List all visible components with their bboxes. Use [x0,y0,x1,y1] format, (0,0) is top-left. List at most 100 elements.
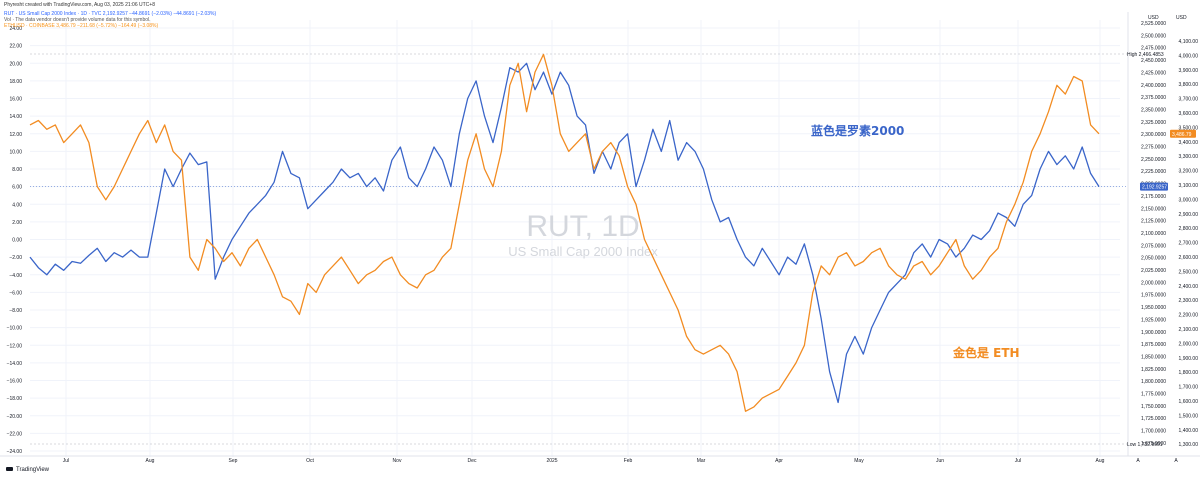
watermark-title: RUT, 1D [526,210,639,243]
y-mid-tick-label: 1,775.0000 [1141,392,1166,398]
y-mid-tick-label: 2,425.0000 [1141,70,1166,76]
y-mid-tick-label: 1,750.0000 [1141,404,1166,410]
series-line-rut [29,62,1100,404]
y-left-tick-label: −20.00 [7,414,23,420]
x-tick-label: Nov [393,458,402,464]
y-mid-tick-label: 2,175.0000 [1141,194,1166,200]
reference-lines [30,53,1128,445]
y-mid-tick-label: 1,875.0000 [1141,342,1166,348]
annotations: 蓝色是罗素2000 金色是 ETH [811,123,1020,360]
y-right-tick-label: 3,600.00 [1179,111,1199,117]
y-right-tick-label: 2,900.00 [1179,212,1199,218]
y-mid-tick-label: 2,050.0000 [1141,256,1166,262]
x-tick-label: 2025 [546,458,557,464]
y-left-tick-label: −24.00 [7,449,23,455]
y-right-tick-label: 2,300.00 [1179,298,1199,304]
y-left-tick-label: 20.00 [9,61,22,67]
y-left-tick-label: −4.00 [9,273,22,279]
legend-eth[interactable]: ETHUSD · COINBASE 3,486.79 −211.68 (−5.7… [4,23,159,29]
y-left-tick-label: 4.00 [12,202,22,208]
y-mid-tick-label: 2,000.0000 [1141,280,1166,286]
legend-rut[interactable]: RUT · US Small Cap 2000 Index · 1D · TVC… [4,11,217,17]
y-right-tick-label: 1,300.00 [1179,442,1199,448]
y-left-tick-label: 14.00 [9,114,22,120]
y-mid-tick-label: 1,975.0000 [1141,293,1166,299]
y-mid-tick-label: 2,350.0000 [1141,107,1166,113]
y-left-tick-label: 12.00 [9,132,22,138]
y-mid-tick-label: 2,400.0000 [1141,83,1166,89]
y-left-tick-label: 0.00 [12,238,22,244]
y-left-tick-label: 2.00 [12,220,22,226]
y-left-tick-label: 6.00 [12,185,22,191]
y-mid-tick-label: 1,725.0000 [1141,416,1166,422]
y-mid-tick-label: 2,100.0000 [1141,231,1166,237]
x-tick-label: A [1136,458,1140,464]
y-right-tick-label: 3,200.00 [1179,169,1199,175]
y-right-tick-label: 2,500.00 [1179,269,1199,275]
y-right-tick-label: 2,400.00 [1179,284,1199,290]
y-right-tick-label: 1,800.00 [1179,370,1199,376]
y-right-tick-label: 2,200.00 [1179,313,1199,319]
y-left-tick-label: −12.00 [7,343,23,349]
tradingview-icon [6,467,13,471]
y-left-tick-label: 24.00 [9,26,22,32]
y-right-tick-label: 1,900.00 [1179,356,1199,362]
y-left-tick-label: −18.00 [7,396,23,402]
series-layer [29,53,1100,412]
legend-vol: Vol · The data vendor doesn't provide vo… [4,17,151,23]
y-right-tick-label: 2,000.00 [1179,341,1199,347]
last-price-tag-rut: 2,192.9257 [1140,182,1168,191]
y-right-tick-label: 3,900.00 [1179,68,1199,74]
y-right-tick-label: 2,700.00 [1179,241,1199,247]
annotation-rut: 蓝色是罗素2000 [811,123,904,138]
last-price-tag-rut-bg [1140,182,1168,191]
x-tick-label: May [854,458,864,464]
y-left-tick-label: 22.00 [9,44,22,50]
y-right-tick-label: 2,600.00 [1179,255,1199,261]
y-right-tick-label: 3,000.00 [1179,197,1199,203]
y-mid-tick-label: 1,700.0000 [1141,429,1166,435]
x-tick-label: Jun [936,458,944,464]
y-mid-tick-label: 2,300.0000 [1141,132,1166,138]
axes: 24.00 22.00 20.00 18.00 16.00 14.00 12.00 10.00… [0,12,1200,464]
last-price-rut-value: 2,192.9257 [1142,185,1167,191]
y-right-tick-label: 3,400.00 [1179,140,1199,146]
y-mid-tick-label: 2,275.0000 [1141,145,1166,151]
y-mid-tick-label: 1,675.0000 [1141,441,1166,447]
axis-unit-mid: USD [1148,15,1159,21]
annotation-eth: 金色是 ETH [952,345,1020,360]
x-tick-label: Mar [697,458,706,464]
y-left-tick-label: 18.00 [9,79,22,85]
y-left-tick-label: −10.00 [7,326,23,332]
x-tick-label: Apr [775,458,783,464]
y-mid-tick-label: 2,150.0000 [1141,206,1166,212]
y-mid-tick-label: 1,800.0000 [1141,379,1166,385]
x-tick-label: A [1174,458,1178,464]
y-mid-tick-label: 2,250.0000 [1141,157,1166,163]
y-right-tick-label: 1,700.00 [1179,385,1199,391]
y-right-tick-label: 2,800.00 [1179,226,1199,232]
y-left-tick-label: −14.00 [7,361,23,367]
series-line-eth [29,53,1100,412]
y-mid-tick-label: 2,525.0000 [1141,21,1166,27]
x-tick-label: Sep [229,458,238,464]
y-mid-tick-label: 1,825.0000 [1141,367,1166,373]
tradingview-logo[interactable]: TradingView [6,467,49,473]
y-mid-tick-label: 2,450.0000 [1141,58,1166,64]
last-price-eth-value: 3,486.79 [1172,132,1192,138]
y-right-tick-label: 3,700.00 [1179,97,1199,103]
y-mid-tick-label: 2,375.0000 [1141,95,1166,101]
y-mid-tick-label: 2,225.0000 [1141,169,1166,175]
y-right-tick-label: 1,500.00 [1179,413,1199,419]
y-left-tick-label: −8.00 [9,308,22,314]
x-tick-label: Feb [624,458,633,464]
y-mid-tick-label: 2,025.0000 [1141,268,1166,274]
axis-unit-right: USD [1176,15,1187,21]
y-right-tick-label: 1,600.00 [1179,399,1199,405]
y-mid-tick-label: 2,125.0000 [1141,219,1166,225]
y-right-tick-label: 3,800.00 [1179,82,1199,88]
watermark-subtitle: US Small Cap 2000 Index [508,244,658,259]
x-tick-label: Jul [1015,458,1021,464]
y-left-tick-label: −22.00 [7,431,23,437]
